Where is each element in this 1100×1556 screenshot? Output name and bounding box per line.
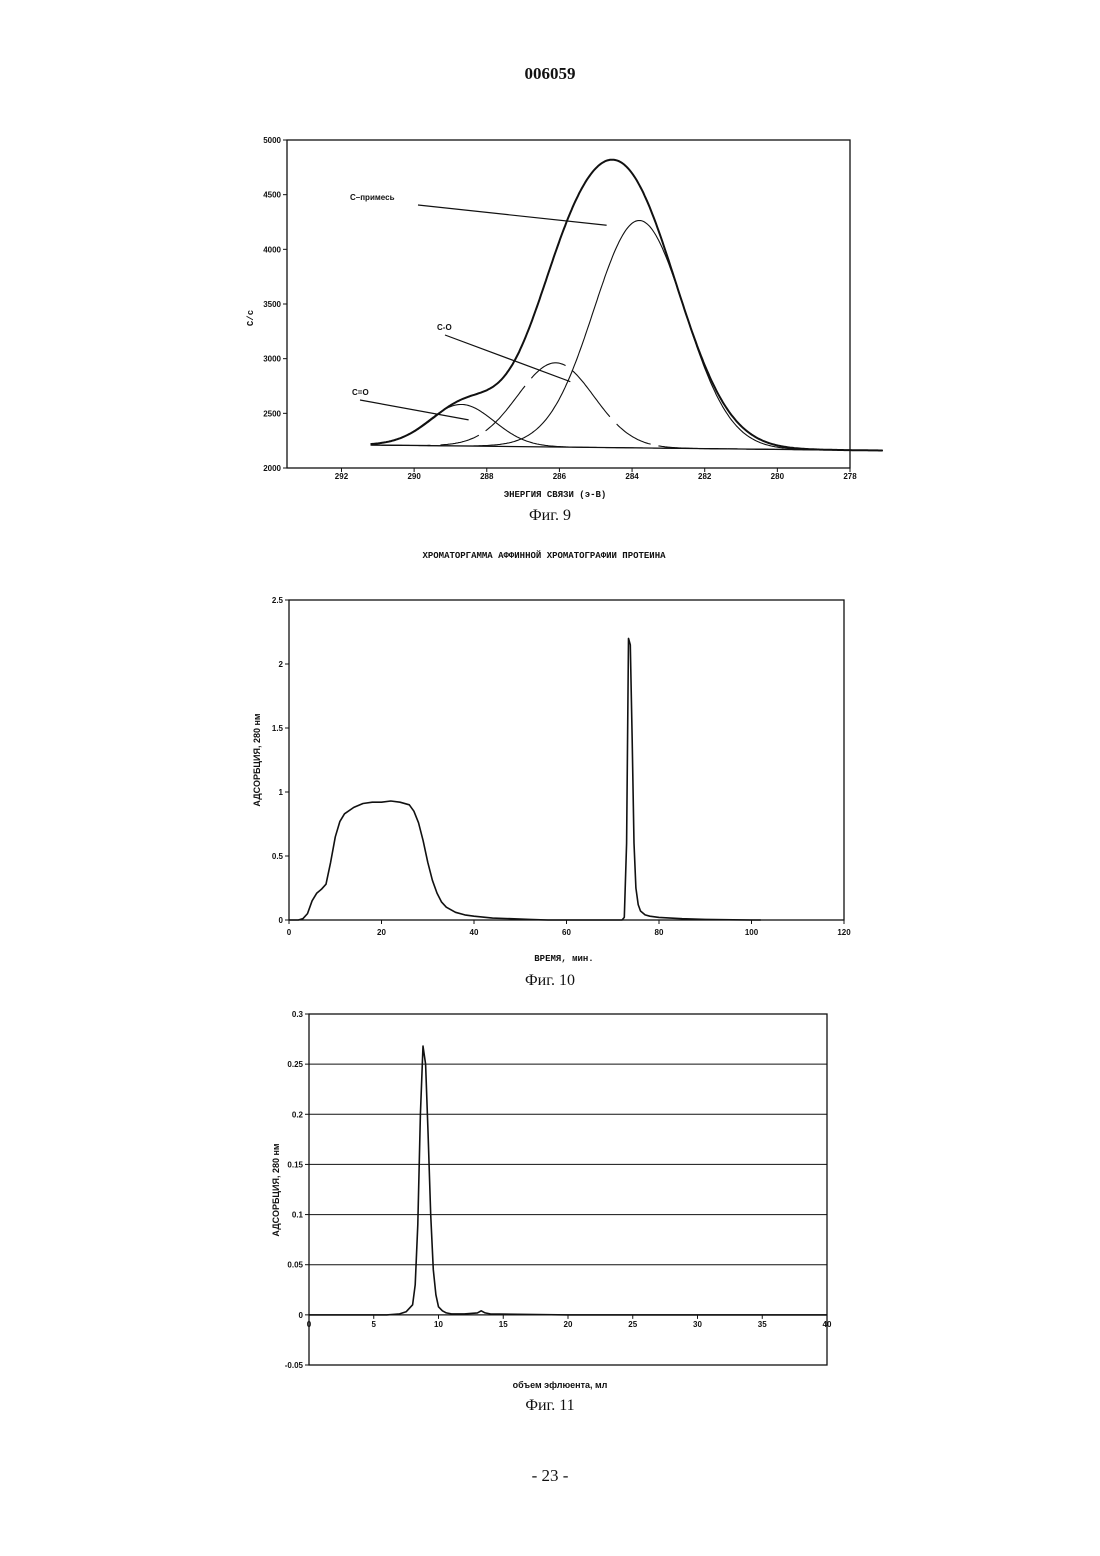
x-tick-label: 40: [823, 1320, 832, 1329]
series-line-measured: [371, 160, 883, 451]
x-tick-label: 280: [771, 472, 785, 481]
annotation-label: С=О: [352, 388, 369, 397]
x-axis-label: объем эфлюента, мл: [513, 1380, 608, 1390]
chart-title: ХРОМАТОРГАММА АФФИННОЙ ХРОМАТОГРАФИИ ПРО…: [422, 550, 666, 561]
y-axis-label: С/с: [246, 310, 256, 326]
y-tick-label: 0: [299, 1311, 304, 1320]
y-tick-label: 3000: [263, 355, 281, 364]
y-tick-label: 5000: [263, 136, 281, 145]
x-axis-label: ВРЕМЯ, мин.: [534, 954, 593, 964]
plot-frame: [289, 600, 844, 920]
y-tick-label: 0.2: [292, 1110, 304, 1119]
x-tick-label: 20: [377, 928, 386, 937]
annotation-label: С-О: [437, 323, 452, 332]
page-number: - 23 -: [0, 1466, 1100, 1486]
annotation-leader: [418, 205, 607, 225]
annotation-leader: [445, 335, 570, 382]
x-tick-label: 0: [287, 928, 292, 937]
series-line: [309, 1046, 827, 1315]
y-tick-label: 0.05: [287, 1261, 303, 1270]
x-tick-label: 286: [553, 472, 567, 481]
x-tick-label: 10: [434, 1320, 443, 1329]
x-tick-label: 282: [698, 472, 712, 481]
y-tick-label: 2500: [263, 409, 281, 418]
x-tick-label: 25: [628, 1320, 637, 1329]
x-tick-label: 284: [625, 472, 639, 481]
y-tick-label: 1.5: [272, 724, 284, 733]
x-tick-label: 100: [745, 928, 759, 937]
y-axis-label: АДСОРБЦИЯ, 280 нм: [271, 1143, 281, 1236]
x-tick-label: 5: [372, 1320, 377, 1329]
figure-10-chart: ХРОМАТОРГАММА АФФИННОЙ ХРОМАТОГРАФИИ ПРО…: [0, 540, 1100, 990]
x-tick-label: 80: [655, 928, 664, 937]
y-tick-label: -0.05: [285, 1361, 304, 1370]
x-tick-label: 30: [693, 1320, 702, 1329]
y-tick-label: 0.5: [272, 852, 284, 861]
figure-caption: Фиг. 10: [525, 972, 575, 989]
figure-11-chart: -0.05 0 0.05 0.1 0.15 0.2 0.25 0.3 0 5 10 15 20 25 30…: [0, 990, 1100, 1420]
plot-frame: [309, 1014, 827, 1365]
y-tick-label: 2.5: [272, 596, 284, 605]
y-tick-label: 4500: [263, 191, 281, 200]
y-tick-label: 2000: [263, 464, 281, 473]
y-tick-label: 0: [279, 916, 284, 925]
x-axis-label: ЭНЕРГИЯ СВЯЗИ (э-В): [504, 490, 607, 500]
x-tick-label: 35: [758, 1320, 767, 1329]
x-tick-label: 60: [562, 928, 571, 937]
x-tick-label: 15: [499, 1320, 508, 1329]
plot-frame: [287, 140, 850, 468]
x-tick-label: 278: [843, 472, 857, 481]
y-tick-label: 3500: [263, 300, 281, 309]
y-tick-label: 0.1: [292, 1211, 304, 1220]
figure-caption: Фиг. 9: [529, 507, 571, 524]
x-tick-label: 20: [564, 1320, 573, 1329]
figure-caption: Фиг. 11: [525, 1397, 574, 1414]
y-tick-label: 0.25: [287, 1060, 303, 1069]
figure-9-chart: 2000 2500 3000 3500 4000 4500 5000 292 290 288 28…: [0, 0, 1100, 540]
y-tick-label: 2: [279, 660, 284, 669]
x-tick-label: 40: [470, 928, 479, 937]
y-tick-label: 1: [279, 788, 284, 797]
x-tick-label: 290: [407, 472, 421, 481]
series-line: [289, 638, 761, 920]
y-tick-label: 0.3: [292, 1010, 304, 1019]
y-tick-label: 0.15: [287, 1160, 303, 1169]
annotation-label: С–примесь: [350, 193, 395, 202]
series-line-component: [371, 405, 883, 451]
annotation-leader: [360, 400, 469, 420]
x-tick-label: 0: [307, 1320, 312, 1329]
y-tick-label: 4000: [263, 245, 281, 254]
x-tick-label: 120: [837, 928, 851, 937]
x-tick-label: 288: [480, 472, 494, 481]
x-tick-label: 292: [335, 472, 349, 481]
y-axis-label: АДСОРБЦИЯ, 280 нм: [252, 713, 262, 806]
